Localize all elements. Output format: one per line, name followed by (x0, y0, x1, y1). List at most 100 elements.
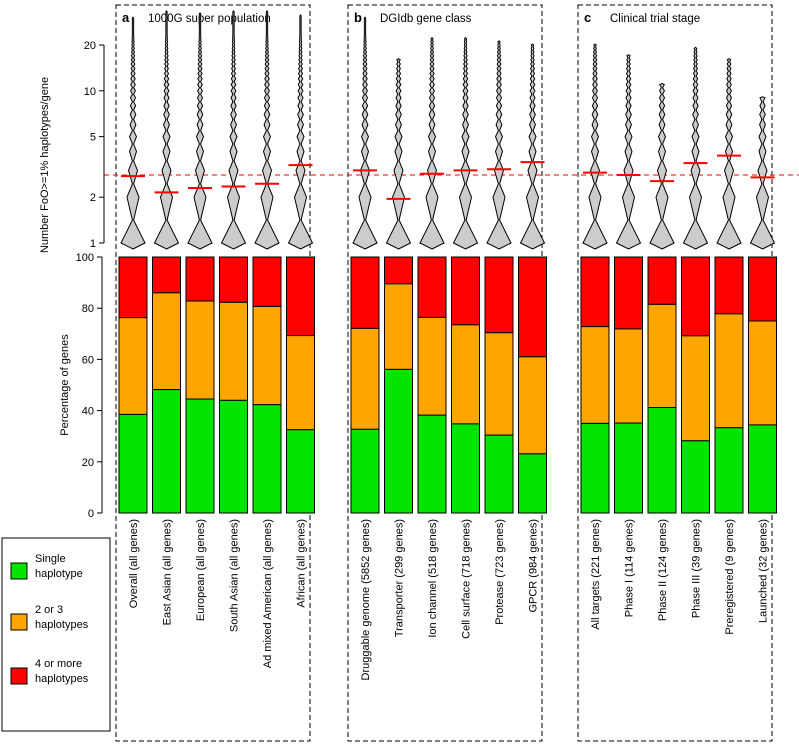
violin-c-2 (649, 82, 675, 250)
bar-two-or-three-b-2 (417, 316, 447, 416)
bar-two-or-three-c-3 (681, 335, 710, 442)
bar-four-plus-a-3 (219, 256, 248, 303)
legend-label-four_plus: 4 or more (35, 658, 82, 670)
bar-single-a-0 (118, 413, 148, 514)
legend-label-two_or_three: 2 or 3 (35, 604, 63, 616)
bar-four-plus-b-1 (384, 256, 413, 285)
category-label-c-1: Phase I (114 genes) (624, 519, 636, 617)
violin-y-tick-label: 5 (90, 132, 96, 144)
bar-four-plus-a-4 (252, 256, 282, 307)
bar-y-tick-label: 60 (82, 354, 94, 366)
legend-label-single: haplotype (35, 568, 83, 580)
bar-y-tick-label: 80 (82, 303, 94, 315)
bar-two-or-three-a-2 (185, 300, 215, 400)
bar-single-c-3 (681, 440, 710, 514)
bar-four-plus-c-1 (614, 256, 643, 330)
violin-b-5 (519, 43, 546, 250)
bar-single-b-2 (417, 414, 447, 514)
panel-title-a: 1000G super population (148, 13, 271, 25)
bar-single-c-2 (647, 407, 677, 514)
bar-y-axis-title: Percentage of genes (59, 334, 71, 436)
bar-y-tick-label: 20 (82, 457, 94, 469)
bar-single-b-1 (384, 368, 413, 514)
bar-four-plus-a-2 (185, 256, 215, 302)
panel-letter-b: b (354, 10, 362, 25)
legend-swatch-two_or_three (10, 613, 28, 631)
bar-single-c-5 (748, 424, 777, 514)
legend-label-two_or_three: haplotypes (35, 619, 89, 631)
panel-letter-c: c (584, 10, 591, 25)
category-label-b-2: Ion channel (518 genes) (427, 519, 439, 638)
bar-four-plus-a-5 (286, 256, 315, 337)
category-label-c-5: Launched (32 genes) (758, 519, 770, 623)
bar-two-or-three-c-0 (580, 326, 610, 424)
category-label-a-2: European (all genes) (195, 519, 207, 621)
legend-label-four_plus: haplotypes (35, 673, 89, 685)
bar-two-or-three-c-5 (748, 320, 777, 426)
bar-four-plus-a-1 (152, 256, 181, 294)
bar-two-or-three-b-3 (451, 324, 480, 425)
category-label-a-4: Ad mixed American (all genes) (262, 519, 274, 668)
panel-title-b: DGIdb gene class (380, 13, 472, 25)
bar-four-plus-b-3 (451, 256, 480, 326)
category-label-c-3: Phase III (39 genes) (691, 519, 703, 618)
bar-two-or-three-c-4 (714, 313, 744, 429)
bar-two-or-three-b-4 (484, 332, 514, 436)
panel-title-c: Clinical trial stage (610, 13, 700, 25)
violin-b-2 (419, 36, 445, 250)
legend-label-single: Single (35, 553, 66, 565)
violin-y-tick-label: 2 (90, 192, 96, 204)
violin-b-4 (486, 40, 512, 250)
violin-a-3 (220, 10, 247, 250)
bar-two-or-three-a-1 (152, 292, 181, 391)
violin-a-4 (254, 10, 280, 250)
category-label-b-4: Protease (723 genes) (494, 519, 506, 625)
bar-single-a-3 (219, 399, 248, 514)
axes: Number FoO>=1% haplotypes/gene Percentag… (39, 40, 105, 520)
violin-b-3 (452, 36, 479, 250)
bar-four-plus-c-0 (580, 256, 610, 328)
bar-two-or-three-a-0 (118, 317, 148, 415)
panel-letter-a: a (122, 10, 130, 25)
bar-four-plus-b-5 (518, 256, 547, 358)
bar-two-or-three-b-0 (350, 327, 380, 430)
legend-box (1, 537, 111, 732)
bar-four-plus-b-4 (484, 256, 514, 334)
bar-four-plus-a-0 (118, 256, 148, 319)
legend-swatch-single (10, 562, 28, 580)
category-label-b-0: Druggable genome (5852 genes) (360, 519, 372, 680)
bar-y-tick-label: 40 (82, 406, 94, 418)
bar-four-plus-c-2 (647, 256, 677, 305)
violin-c-0 (582, 43, 608, 250)
bar-single-c-4 (714, 427, 744, 514)
violin-c-1 (615, 54, 642, 250)
violin-a-0 (120, 16, 146, 250)
bar-single-c-1 (614, 422, 643, 514)
bar-two-or-three-b-5 (518, 356, 547, 455)
violin-a-5 (287, 14, 314, 250)
legend: Single haplotype 2 or 3 haplotypes 4 or more… (1, 537, 111, 732)
bar-four-plus-c-4 (714, 256, 744, 315)
violin-y-tick-label: 1 (90, 238, 96, 250)
category-label-c-4: Preregistered (9 genes) (724, 519, 736, 635)
category-label-a-5: African (all genes) (296, 519, 308, 608)
bar-four-plus-b-2 (417, 256, 447, 318)
violin-y-tick-label: 10 (84, 86, 96, 98)
bar-two-or-three-b-1 (384, 283, 413, 370)
violin-y-axis-title: Number FoO>=1% haplotypes/gene (39, 77, 51, 253)
bar-single-a-5 (286, 429, 315, 514)
panel-frames: a 1000G super population b DGIdb gene class… (115, 4, 773, 742)
bar-two-or-three-a-4 (252, 305, 282, 406)
violin-b-0 (352, 16, 378, 250)
category-label-c-0: All targets (221 genes) (590, 519, 602, 630)
bar-y-tick-label: 0 (88, 508, 94, 520)
stacked-bar-plot (117, 255, 777, 515)
category-label-b-3: Cell surface (718 genes) (461, 519, 473, 639)
violin-c-3 (682, 46, 709, 250)
violin-a-2 (187, 12, 213, 250)
category-label-a-3: South Asian (all genes) (229, 519, 241, 632)
bar-single-a-2 (185, 398, 215, 514)
bar-single-b-0 (350, 428, 380, 514)
bar-four-plus-b-0 (350, 256, 380, 329)
